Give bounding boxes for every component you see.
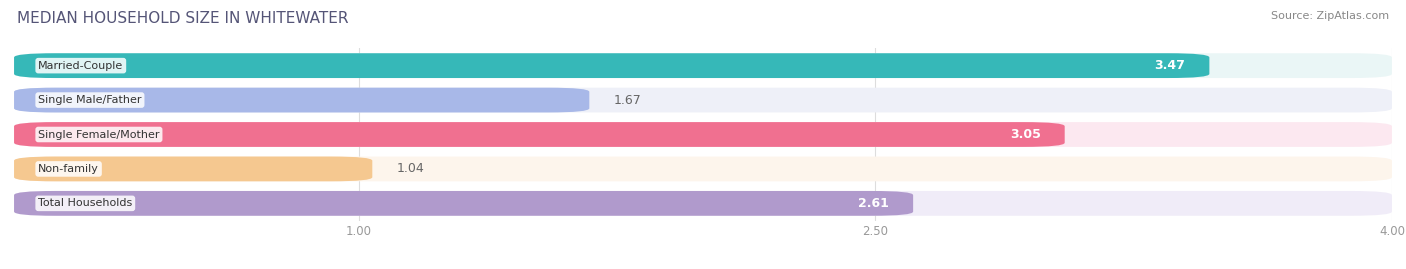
Text: Non-family: Non-family (38, 164, 98, 174)
Text: 2.61: 2.61 (858, 197, 889, 210)
Text: Single Male/Father: Single Male/Father (38, 95, 142, 105)
Text: Total Households: Total Households (38, 198, 132, 208)
FancyBboxPatch shape (14, 157, 1392, 181)
Text: 1.04: 1.04 (396, 162, 425, 175)
Text: Married-Couple: Married-Couple (38, 61, 124, 71)
FancyBboxPatch shape (14, 88, 1392, 112)
Text: 3.05: 3.05 (1010, 128, 1040, 141)
Text: MEDIAN HOUSEHOLD SIZE IN WHITEWATER: MEDIAN HOUSEHOLD SIZE IN WHITEWATER (17, 11, 349, 26)
FancyBboxPatch shape (14, 53, 1392, 78)
FancyBboxPatch shape (14, 191, 1392, 216)
FancyBboxPatch shape (14, 191, 912, 216)
FancyBboxPatch shape (14, 88, 589, 112)
Text: 3.47: 3.47 (1154, 59, 1185, 72)
FancyBboxPatch shape (14, 122, 1064, 147)
Text: Source: ZipAtlas.com: Source: ZipAtlas.com (1271, 11, 1389, 21)
FancyBboxPatch shape (14, 122, 1392, 147)
Text: Single Female/Mother: Single Female/Mother (38, 129, 160, 140)
FancyBboxPatch shape (14, 157, 373, 181)
Text: 1.67: 1.67 (613, 94, 641, 107)
FancyBboxPatch shape (14, 53, 1209, 78)
